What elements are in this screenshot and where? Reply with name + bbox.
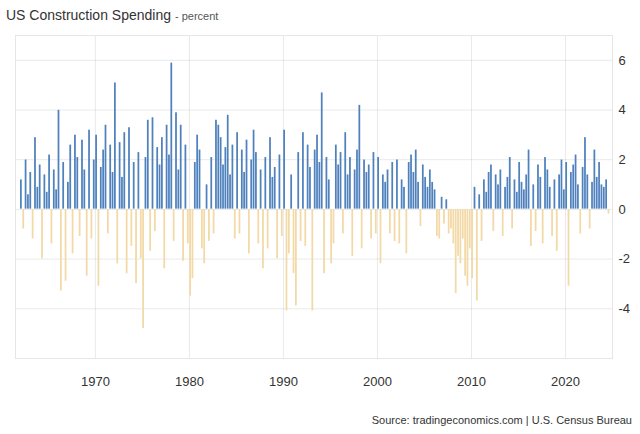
svg-text:1970: 1970 (81, 374, 110, 389)
svg-text:1980: 1980 (175, 374, 204, 389)
svg-text:2010: 2010 (457, 374, 486, 389)
svg-text:2000: 2000 (363, 374, 392, 389)
html-text:US Construction Spending - per: US Construction Spending - percent (6, 7, 219, 23)
svg-text:-2: -2 (619, 251, 631, 266)
svg-text:-4: -4 (619, 301, 631, 316)
svg-text:4: 4 (619, 102, 626, 117)
svg-text:2020: 2020 (551, 374, 580, 389)
svg-text:6: 6 (619, 53, 626, 68)
svg-text:0: 0 (619, 202, 626, 217)
svg-text:1990: 1990 (269, 374, 298, 389)
html-text:Source: tradingeconomics.com |: Source: tradingeconomics.com | U.S. Cens… (371, 414, 632, 426)
svg-text:2: 2 (619, 152, 626, 167)
